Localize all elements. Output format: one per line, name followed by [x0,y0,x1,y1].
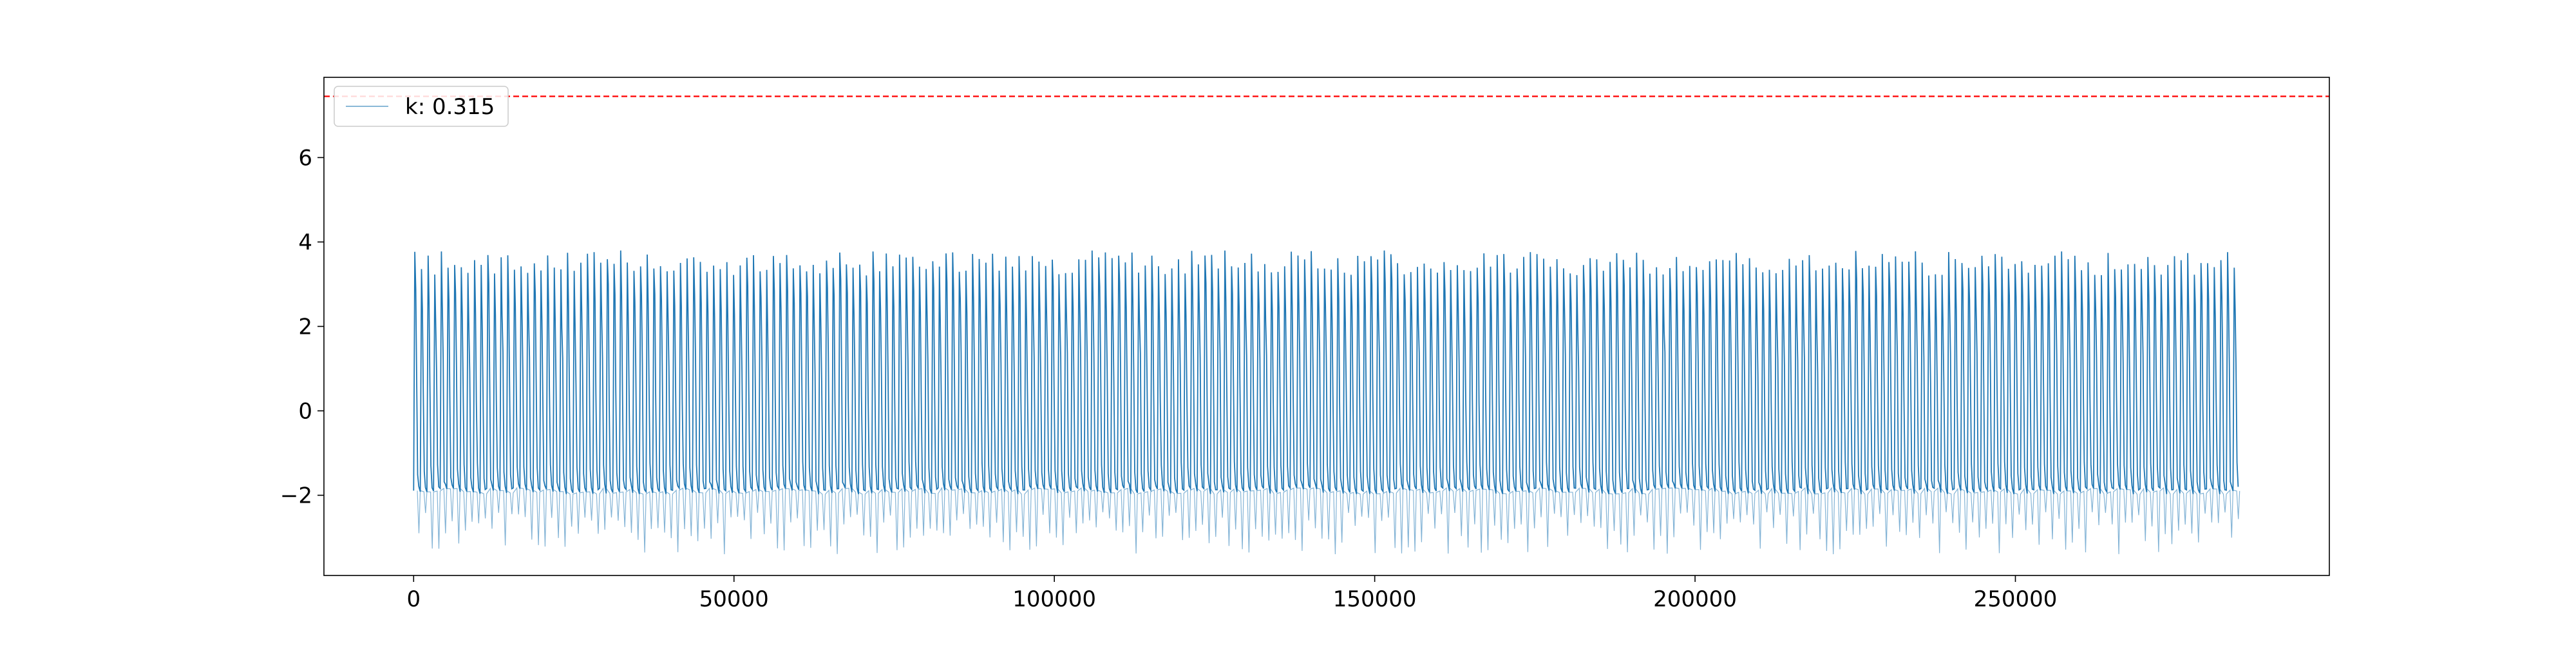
y-tick-label: −2 [280,483,312,509]
x-tick-label: 0 [406,586,421,612]
x-tick-label: 250000 [1974,586,2058,612]
x-tick-label: 50000 [699,586,769,612]
y-tick-label: 0 [298,399,312,425]
series-trough-line [417,487,2240,555]
y-tick-label: 6 [298,145,312,171]
legend-box [334,86,509,127]
y-axis: −2 0 2 4 6 [280,145,324,509]
y-tick-label: 2 [298,314,312,340]
legend: k: 0.315 [334,86,509,127]
x-tick-label: 100000 [1012,586,1096,612]
series-line [413,250,2239,495]
x-tick-label: 200000 [1653,586,1737,612]
legend-label: k: 0.315 [405,94,495,120]
series-layer [413,250,2240,555]
x-tick-label: 150000 [1333,586,1417,612]
y-tick-label: 4 [298,229,312,255]
x-axis: 0 50000 100000 150000 200000 250000 [406,575,2057,612]
